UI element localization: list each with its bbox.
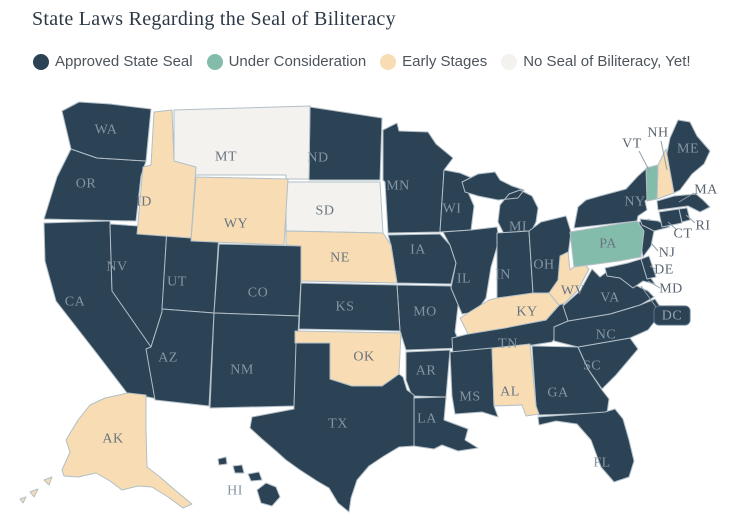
header: State Laws Regarding the Seal of Biliter… <box>32 8 396 31</box>
state-KS[interactable] <box>298 282 401 332</box>
state-DC[interactable] <box>653 305 691 326</box>
leader-DE <box>649 265 656 270</box>
state-HI[interactable] <box>217 456 281 507</box>
state-AL[interactable] <box>491 343 540 417</box>
state-VT[interactable] <box>645 164 659 202</box>
leader-VT <box>638 150 651 173</box>
state-AR[interactable] <box>405 349 451 398</box>
state-WY[interactable] <box>190 176 289 246</box>
state-RI[interactable] <box>678 207 691 223</box>
leader-DC <box>640 285 657 308</box>
state-label-RI: RI <box>696 219 711 234</box>
state-AK[interactable] <box>19 392 193 509</box>
leader-NJ <box>650 242 659 252</box>
legend-label-none: No Seal of Biliteracy, Yet! <box>523 53 691 70</box>
state-CT[interactable] <box>658 208 683 228</box>
page-title: State Laws Regarding the Seal of Biliter… <box>32 8 396 30</box>
state-NE[interactable] <box>285 230 398 284</box>
state-WA[interactable] <box>61 101 152 162</box>
legend-label-consideration: Under Consideration <box>228 53 367 70</box>
legend-swatch-early <box>380 53 397 70</box>
legend-swatch-consideration <box>206 53 223 70</box>
state-label-NH: NH <box>647 126 668 141</box>
legend-item-early: Early Stages <box>380 53 487 70</box>
state-label-DE: DE <box>654 263 674 278</box>
state-OK[interactable] <box>294 330 402 387</box>
state-PA[interactable] <box>569 220 645 268</box>
state-MA[interactable] <box>656 193 711 213</box>
legend-swatch-none <box>501 53 518 70</box>
state-FL[interactable] <box>537 408 635 483</box>
state-MD[interactable] <box>604 258 656 289</box>
legend-label-early: Early Stages <box>402 53 488 70</box>
legend-item-approved: Approved State Seal <box>33 53 193 70</box>
legend-item-none: No Seal of Biliteracy, Yet! <box>501 53 691 70</box>
state-MN[interactable] <box>382 122 454 234</box>
state-DE[interactable] <box>640 255 657 280</box>
leader-MD <box>647 280 661 289</box>
legend-label-approved: Approved State Seal <box>55 53 193 70</box>
state-label-NJ: NJ <box>659 246 676 261</box>
leader-CT <box>667 221 678 231</box>
state-label-CT: CT <box>674 227 693 242</box>
state-label-VT: VT <box>622 137 642 152</box>
state-MS[interactable] <box>449 347 499 418</box>
state-IN[interactable] <box>496 230 534 299</box>
leader-RI <box>685 214 696 224</box>
state-NM[interactable] <box>209 312 300 409</box>
state-CO[interactable] <box>213 243 304 317</box>
state-LA[interactable] <box>413 396 479 452</box>
state-label-HI: HI <box>227 484 243 499</box>
state-SD[interactable] <box>285 181 384 234</box>
legend: Approved State Seal Under Consideration Ea… <box>33 53 691 70</box>
state-label-MD: MD <box>659 282 683 297</box>
state-ND[interactable] <box>308 106 383 181</box>
legend-item-consideration: Under Consideration <box>206 53 367 70</box>
state-MI[interactable] <box>461 171 539 237</box>
leader-NH <box>660 140 668 171</box>
state-IA[interactable] <box>387 233 457 285</box>
state-ME[interactable] <box>665 119 711 194</box>
legend-swatch-approved <box>33 53 49 70</box>
leader-MA <box>678 192 695 203</box>
